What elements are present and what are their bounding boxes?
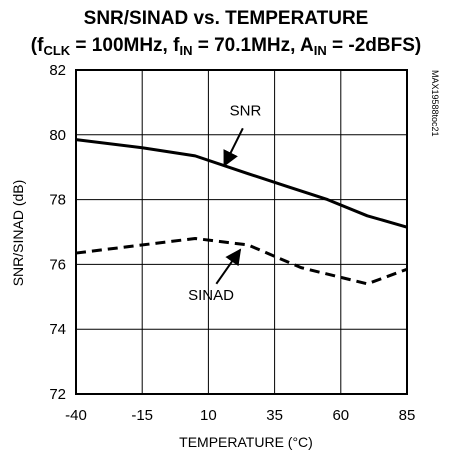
y-tick-label: 80 (49, 127, 66, 144)
x-tick-label: 10 (200, 407, 217, 424)
y-axis-label: SNR/SINAD (dB) (10, 180, 26, 287)
x-tick-label: 60 (332, 407, 349, 424)
annotation-arrow-sinad (215, 248, 242, 285)
y-tick-label: 78 (49, 192, 66, 209)
annotation-arrow-snr (223, 127, 244, 168)
y-tick-label: 82 (49, 62, 66, 79)
series-lines (75, 138, 408, 286)
y-tick-label: 72 (49, 386, 66, 403)
x-axis-label: TEMPERATURE (°C) (179, 434, 313, 450)
x-tick-label: 35 (266, 407, 283, 424)
x-tick-label: -40 (65, 407, 87, 424)
annotation-label-sinad: SINAD (188, 287, 234, 304)
x-tick-label: 85 (399, 407, 416, 424)
plot-frame (75, 69, 408, 395)
chart-subtitle: (fCLK = 100MHz, fIN = 70.1MHz, AIN = -2d… (31, 35, 421, 58)
annotation-label-snr: SNR (230, 103, 262, 120)
y-tick-label: 74 (49, 321, 66, 338)
series-line-sinad (75, 236, 408, 286)
y-tick-label: 76 (49, 256, 66, 273)
series-line-snr (75, 138, 408, 229)
x-tick-labels: -40 -15 10 35 60 85 (65, 407, 415, 424)
x-tick-label: -15 (131, 407, 153, 424)
chart-title: SNR/SINAD vs. TEMPERATURE (84, 8, 369, 29)
annotations: SNR SINAD (188, 103, 261, 305)
y-tick-labels: 72 74 76 78 80 82 (49, 62, 66, 403)
figure-code-label: MAX19588toc21 (430, 70, 440, 137)
